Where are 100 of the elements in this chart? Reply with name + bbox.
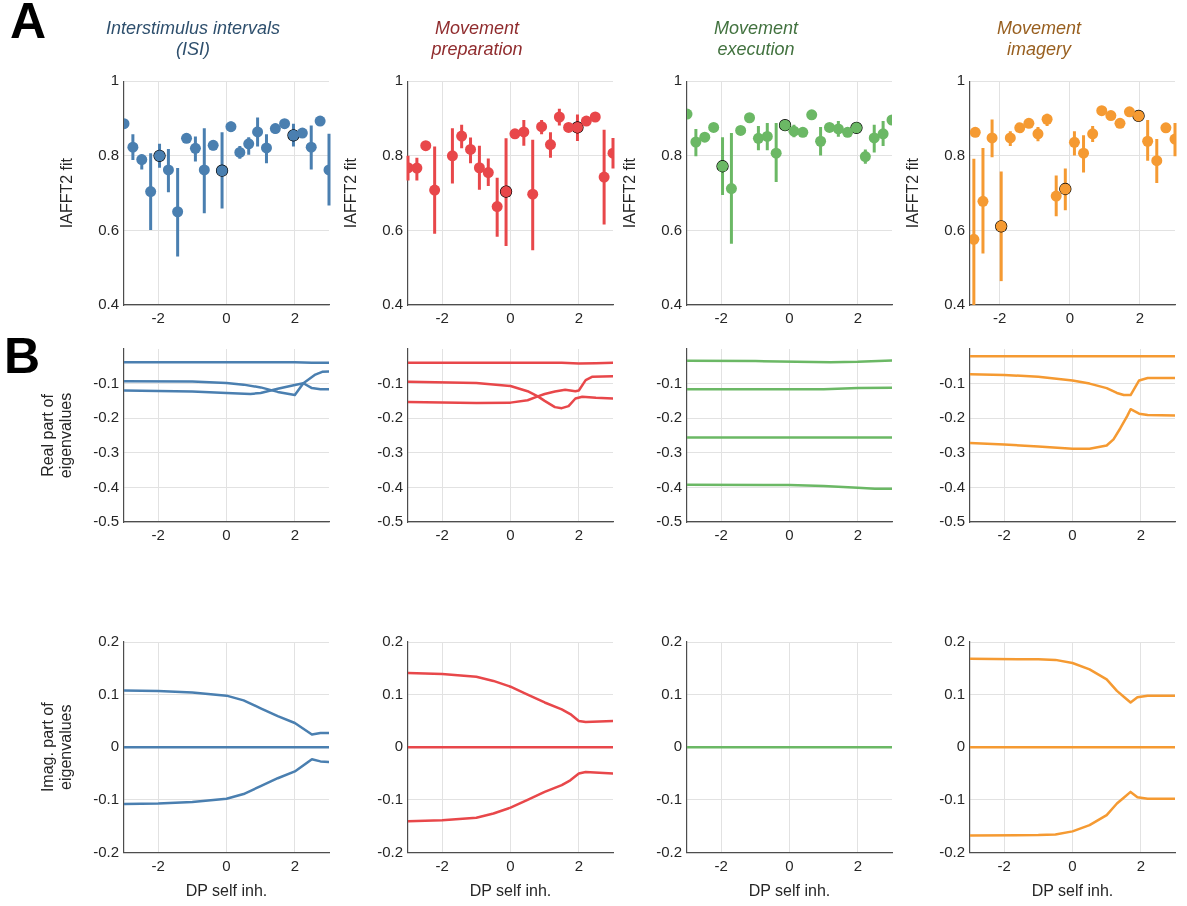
x-tick-label: -2 xyxy=(435,856,449,874)
y-tick-label: -0.5 xyxy=(377,512,403,530)
y-tick-label: 0.2 xyxy=(944,632,965,650)
x-tick-label: 2 xyxy=(290,309,300,327)
y-tick-label: 0.8 xyxy=(944,145,965,163)
x-tick-label: -2 xyxy=(151,856,165,874)
text: A xyxy=(10,0,47,49)
y-tick-label: -0.1 xyxy=(377,373,403,391)
y-tick-label: 0 xyxy=(673,737,682,755)
y-tick-label: 0.2 xyxy=(382,632,403,650)
y-tick-label: 0.6 xyxy=(98,220,119,238)
y-tick-label: -0.2 xyxy=(377,408,403,426)
y-tick-label: -0.3 xyxy=(377,442,403,460)
y-axis-title: IAFFT2 fit xyxy=(342,157,360,229)
y-tick-label: 0 xyxy=(394,737,403,755)
x-tick-label: 0 xyxy=(1068,526,1077,544)
y-tick-label: -0.3 xyxy=(93,442,119,460)
y-tick-label: 0.1 xyxy=(661,684,682,702)
y-tick-label: 0.8 xyxy=(382,145,403,163)
x-tick-label: -2 xyxy=(435,309,449,327)
y-tick-label: -0.1 xyxy=(656,373,682,391)
x-tick-label: 0 xyxy=(222,309,231,327)
y-axis-title: IAFFT2 fit xyxy=(58,157,76,229)
x-tick-label: 2 xyxy=(290,856,300,874)
y-tick-label: -0.1 xyxy=(939,373,965,391)
y-tick-label: 0.1 xyxy=(944,684,965,702)
y-tick-label: 1 xyxy=(394,71,403,89)
y-tick-label: -0.2 xyxy=(93,842,119,860)
y-axis-title: Real part of eigenvalues xyxy=(39,392,74,479)
x-tick-label: 2 xyxy=(574,526,584,544)
x-tick-label: 2 xyxy=(853,526,863,544)
x-tick-label: 2 xyxy=(853,309,863,327)
chart-title: Interstimulus intervals (ISI) xyxy=(105,17,281,60)
y-tick-label: 0.8 xyxy=(661,145,682,163)
x-tick-label: 2 xyxy=(853,856,863,874)
y-tick-label: 0.4 xyxy=(382,295,403,313)
x-tick-label: 0 xyxy=(1068,856,1077,874)
x-tick-label: 0 xyxy=(785,309,794,327)
x-axis-title: DP self inh. xyxy=(1031,881,1114,899)
y-tick-label: -0.2 xyxy=(377,842,403,860)
x-tick-label: 0 xyxy=(506,309,515,327)
y-tick-label: -0.1 xyxy=(377,789,403,807)
y-tick-label: -0.2 xyxy=(656,408,682,426)
y-tick-label: -0.3 xyxy=(939,442,965,460)
y-tick-label: 0.1 xyxy=(98,684,119,702)
y-tick-label: 0 xyxy=(956,737,965,755)
y-tick-label: -0.1 xyxy=(656,789,682,807)
y-tick-label: 0.2 xyxy=(98,632,119,650)
x-tick-label: 0 xyxy=(785,526,794,544)
x-axis-title: DP self inh. xyxy=(469,881,552,899)
y-tick-label: 0 xyxy=(110,737,119,755)
x-tick-label: 0 xyxy=(785,856,794,874)
text: B xyxy=(4,328,41,384)
x-tick-label: -2 xyxy=(993,309,1007,327)
y-axis-title: Imag. part of eigenvalues xyxy=(39,701,74,793)
x-tick-label: 0 xyxy=(506,526,515,544)
x-tick-label: -2 xyxy=(435,526,449,544)
y-tick-label: -0.1 xyxy=(93,373,119,391)
y-tick-label: -0.3 xyxy=(656,442,682,460)
x-axis-title: DP self inh. xyxy=(185,881,268,899)
x-tick-label: 2 xyxy=(574,856,584,874)
y-tick-label: -0.1 xyxy=(939,789,965,807)
y-tick-label: -0.4 xyxy=(939,477,965,495)
x-tick-label: -2 xyxy=(714,526,728,544)
y-tick-label: 0.8 xyxy=(98,145,119,163)
x-tick-label: 0 xyxy=(506,856,515,874)
y-tick-label: 1 xyxy=(956,71,965,89)
y-tick-label: 0.2 xyxy=(661,632,682,650)
y-tick-label: -0.5 xyxy=(93,512,119,530)
y-tick-label: -0.1 xyxy=(93,789,119,807)
x-tick-label: -2 xyxy=(714,309,728,327)
x-tick-label: 0 xyxy=(1065,309,1075,327)
x-tick-label: 2 xyxy=(1136,526,1146,544)
chart-title: Movement imagery xyxy=(996,17,1083,60)
y-tick-label: -0.4 xyxy=(377,477,403,495)
x-tick-label: -2 xyxy=(997,856,1011,874)
x-tick-label: 2 xyxy=(1136,856,1146,874)
chart-title: Movement execution xyxy=(713,17,800,60)
y-tick-label: -0.2 xyxy=(939,408,965,426)
y-tick-label: -0.4 xyxy=(656,477,682,495)
y-tick-label: 1 xyxy=(110,71,119,89)
x-tick-label: -2 xyxy=(997,526,1011,544)
y-tick-label: -0.2 xyxy=(656,842,682,860)
y-tick-label: 0.4 xyxy=(661,295,682,313)
x-axis-title: DP self inh. xyxy=(748,881,831,899)
y-tick-label: -0.2 xyxy=(939,842,965,860)
y-tick-label: 0.1 xyxy=(382,684,403,702)
y-tick-label: 0.6 xyxy=(944,220,965,238)
y-tick-label: -0.5 xyxy=(656,512,682,530)
y-tick-label: 1 xyxy=(673,71,682,89)
y-tick-label: 0.6 xyxy=(382,220,403,238)
x-tick-label: 2 xyxy=(1135,309,1145,327)
x-tick-label: 2 xyxy=(574,309,584,327)
x-tick-label: 0 xyxy=(222,526,231,544)
y-axis-title: IAFFT2 fit xyxy=(621,157,639,229)
x-tick-label: -2 xyxy=(151,309,165,327)
x-tick-label: -2 xyxy=(151,526,165,544)
y-axis-title: IAFFT2 fit xyxy=(904,157,922,229)
y-tick-label: -0.5 xyxy=(939,512,965,530)
x-tick-label: 0 xyxy=(222,856,231,874)
